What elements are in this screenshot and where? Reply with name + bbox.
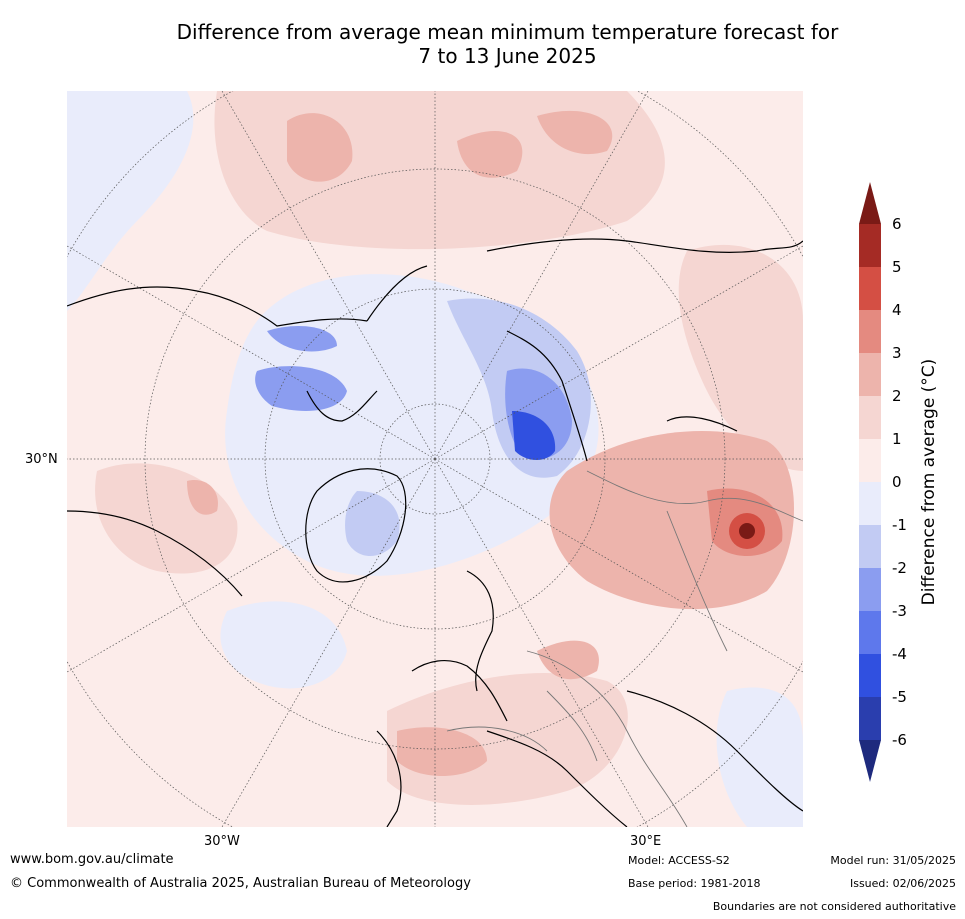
colorbar-label: Difference from average (°C) (919, 358, 939, 606)
longitude-label-west: 30°W (204, 834, 240, 849)
anomaly-region-cool (220, 601, 347, 689)
colorbar-band (859, 267, 881, 311)
anomaly-region-warm (678, 244, 803, 471)
model-run-date: Model run: 31/05/2025 (830, 854, 956, 867)
colorbar-band (859, 482, 881, 526)
anomaly-region-warm (457, 131, 523, 178)
anomaly-region-warm (537, 640, 599, 680)
colorbar-band (859, 439, 881, 483)
footer-copyright: © Commonwealth of Australia 2025, Austra… (10, 876, 471, 891)
colorbar-tick-label: 3 (892, 343, 902, 362)
colorbar-tick-label: 4 (892, 300, 902, 319)
country-boundaries (446, 470, 803, 827)
anomaly-region-cold-core (512, 411, 556, 460)
anomaly-region-warm (549, 431, 794, 610)
colorbar-min-extend (859, 740, 881, 782)
colorbar-band (859, 611, 881, 655)
colorbar-band (859, 353, 881, 397)
anomaly-region-warm (287, 113, 353, 182)
temperature-anomaly-map[interactable] (67, 91, 803, 827)
footer-url[interactable]: www.bom.gov.au/climate (10, 852, 174, 867)
colorbar-tick-label: -6 (892, 730, 907, 749)
longitude-label-east: 30°E (630, 834, 662, 849)
map-title: Difference from average mean minimum tem… (0, 20, 965, 68)
anomaly-region-cool (267, 326, 337, 352)
colorbar (859, 182, 881, 782)
anomaly-region-cool (716, 687, 803, 827)
anomaly-region-warm (214, 91, 665, 250)
anomaly-region-warm (537, 110, 613, 155)
colorbar-band (859, 396, 881, 440)
issued-date: Issued: 02/06/2025 (849, 877, 956, 890)
colorbar-max-extend (859, 182, 881, 224)
coastlines (67, 238, 803, 827)
colorbar-tick-label: 2 (892, 386, 902, 405)
anomaly-region-cool (345, 491, 400, 556)
colorbar-tick-label: -3 (892, 601, 907, 620)
base-period: Base period: 1981-2018 (628, 877, 761, 890)
anomaly-region-cool (67, 91, 194, 311)
colorbar-tick-label: 6 (892, 214, 902, 233)
anomaly-region-hot-core (739, 523, 755, 539)
colorbar-band (859, 525, 881, 569)
colorbar-tick-label: 0 (892, 472, 902, 491)
colorbar-bands (859, 224, 881, 741)
model-info: Model: ACCESS-S2 (628, 854, 730, 867)
latitude-label: 30°N (25, 452, 58, 467)
colorbar-band (859, 568, 881, 612)
anomaly-region-warm (187, 480, 218, 515)
anomaly-region-cool (255, 366, 347, 411)
colorbar-band (859, 310, 881, 354)
colorbar-tick-label: -1 (892, 515, 907, 534)
title-line-2: 7 to 13 June 2025 (418, 44, 597, 68)
boundaries-note: Boundaries are not considered authoritat… (712, 900, 956, 913)
colorbar-tick-label: 1 (892, 429, 902, 448)
colorbar-tick-label: -5 (892, 687, 907, 706)
colorbar-band (859, 654, 881, 698)
colorbar-tick-label: -4 (892, 644, 907, 663)
colorbar-tick-label: -2 (892, 558, 907, 577)
colorbar-band (859, 697, 881, 741)
colorbar-band (859, 224, 881, 268)
colorbar-tick-label: 5 (892, 257, 902, 276)
title-line-1: Difference from average mean minimum tem… (176, 20, 839, 44)
anomaly-region-warm (397, 727, 487, 776)
graticule (67, 91, 803, 827)
map-canvas (67, 91, 803, 827)
